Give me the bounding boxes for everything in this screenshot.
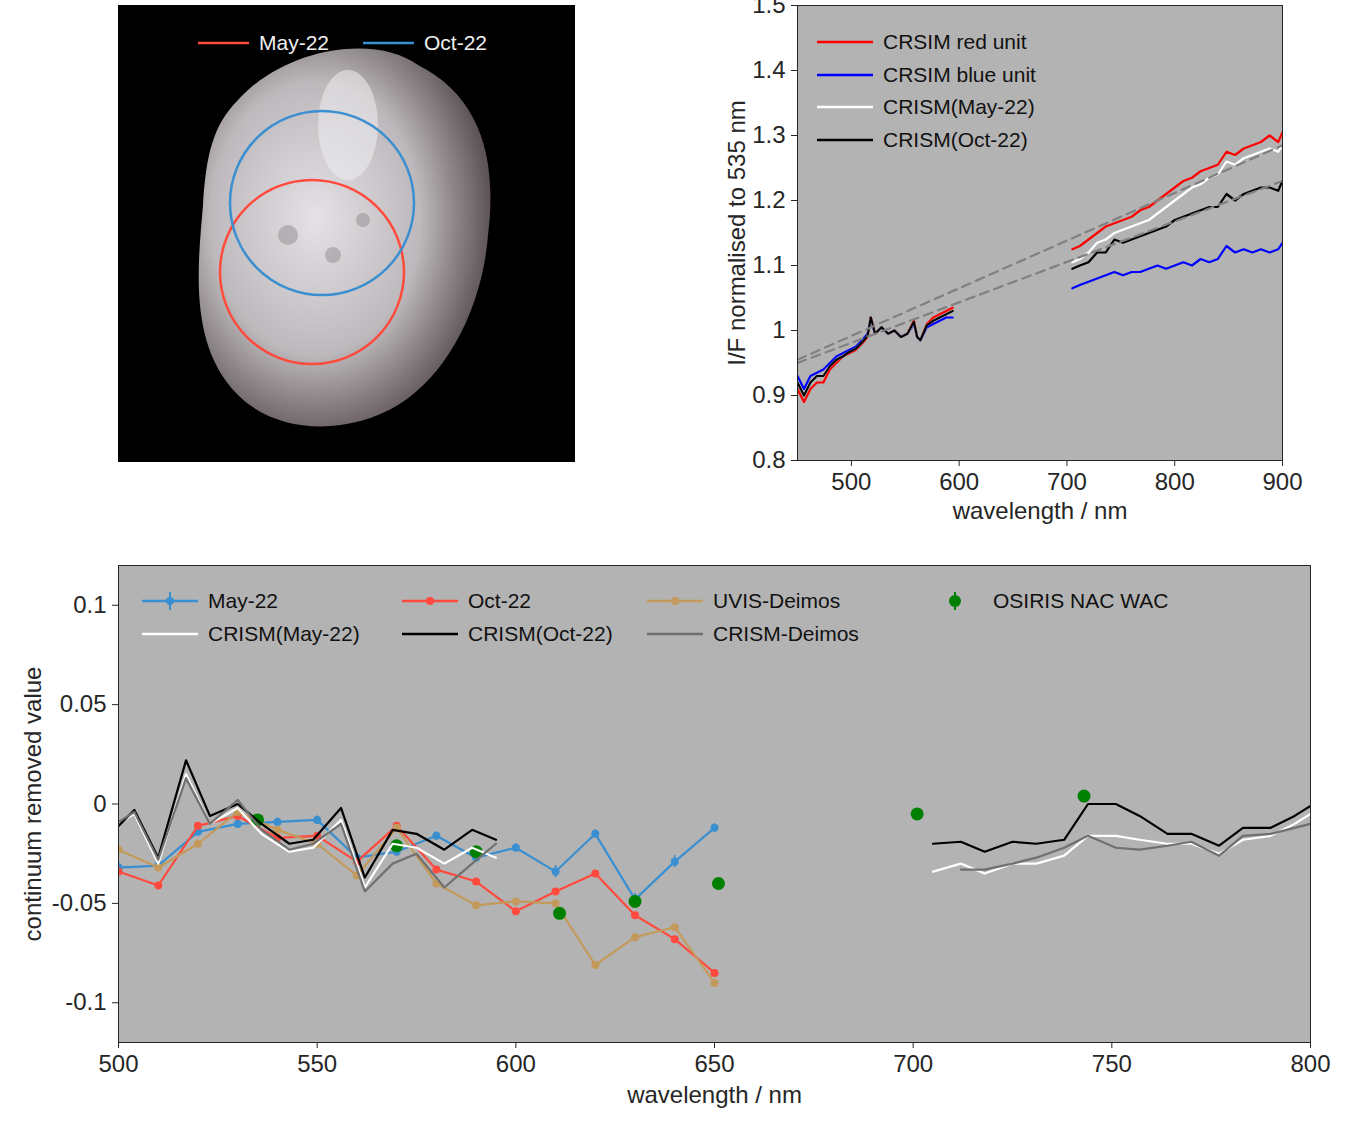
html-text:CRSIM blue unit: CRSIM blue unit [883,62,1036,86]
svg-text:600: 600 [496,1050,536,1077]
html-text:CRISM(May-22): CRISM(May-22) [883,95,1035,118]
svg-text:650: 650 [694,1050,734,1077]
html-text:UVIS-Deimos: UVIS-Deimos [713,589,841,612]
svg-text:750: 750 [1092,1050,1132,1077]
svg-text:1.4: 1.4 [752,56,785,83]
html-text:Oct-22: Oct-22 [424,31,487,54]
html-text:OSIRIS NAC WAC: OSIRIS NAC WAC [993,589,1169,612]
svg-text:0.9: 0.9 [752,381,785,408]
svg-text:0.05: 0.05 [60,690,107,717]
svg-text:600: 600 [939,468,979,495]
svg-text:wavelength / nm: wavelength / nm [952,497,1128,524]
svg-text:0.8: 0.8 [752,446,785,473]
html-text:CRSIM red unit: CRSIM red unit [883,30,1027,53]
html-text:CRISM-Deimos: CRISM-Deimos [713,622,859,645]
svg-text:800: 800 [1290,1050,1330,1077]
svg-text:500: 500 [831,468,871,495]
svg-text:1.2: 1.2 [752,186,785,213]
html-text:May-22: May-22 [259,31,329,54]
svg-text:0.1: 0.1 [73,591,106,618]
svg-text:1: 1 [772,316,785,343]
html-text:Oct-22: Oct-22 [468,589,531,612]
svg-text:900: 900 [1262,468,1302,495]
svg-text:700: 700 [1047,468,1087,495]
svg-text:500: 500 [98,1050,138,1077]
svg-text:continuum removed value: continuum removed value [19,667,46,942]
html-text:CRISM(Oct-22): CRISM(Oct-22) [883,127,1028,151]
svg-text:800: 800 [1155,468,1195,495]
svg-text:I/F normalised to 535 nm: I/F normalised to 535 nm [723,100,750,365]
svg-text:wavelength / nm: wavelength / nm [626,1081,802,1108]
svg-text:700: 700 [893,1050,933,1077]
svg-text:-0.05: -0.05 [52,889,107,916]
html-text:CRISM(May-22): CRISM(May-22) [208,622,360,645]
html-text:CRISM(Oct-22): CRISM(Oct-22) [468,622,613,645]
svg-text:1.3: 1.3 [752,121,785,148]
svg-text:0: 0 [93,790,106,817]
svg-text:1.5: 1.5 [752,0,785,18]
html-text:May-22: May-22 [208,589,278,612]
svg-text:-0.1: -0.1 [65,988,106,1015]
svg-text:550: 550 [297,1050,337,1077]
svg-text:1.1: 1.1 [752,251,785,278]
